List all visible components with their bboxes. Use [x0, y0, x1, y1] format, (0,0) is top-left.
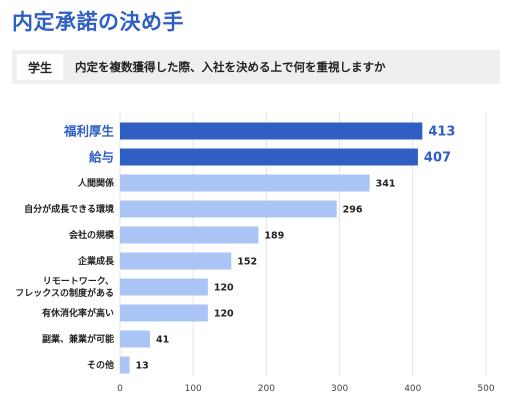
- value-label: 189: [264, 230, 284, 241]
- bar: [120, 226, 259, 244]
- x-tick-label: 500: [477, 384, 494, 394]
- category-label: リモートワーク、フレックスの制度がある: [15, 276, 114, 299]
- value-label: 341: [376, 178, 396, 189]
- bar: [120, 304, 208, 322]
- x-tick-label: 0: [117, 384, 123, 394]
- value-label: 41: [156, 334, 169, 345]
- bar-chart: 0 100 200 300 400 500 福利厚生 413 給与 407 人間関係 341 自分が成長…: [15, 112, 495, 394]
- value-label: 120: [214, 282, 234, 293]
- question-text: 内定を複数獲得した際、入社を決める上で何を重視しますか: [75, 60, 386, 74]
- value-label: 152: [237, 256, 257, 267]
- category-label: 自分が成長できる環境: [24, 203, 114, 215]
- page-title: 内定承諾の決め手: [12, 10, 184, 34]
- x-tick-label: 300: [331, 384, 348, 394]
- bar: [120, 200, 337, 218]
- value-label: 407: [424, 151, 451, 166]
- bar: [120, 278, 208, 296]
- bar: [120, 252, 232, 270]
- x-tick-label: 100: [185, 384, 202, 394]
- category-label: 給与: [89, 150, 114, 165]
- category-label: 福利厚生: [63, 124, 115, 139]
- x-tick-label: 400: [404, 384, 421, 394]
- value-label: 13: [136, 360, 149, 371]
- category-label: 人間関係: [77, 177, 114, 189]
- bar: [120, 122, 423, 140]
- bar: [120, 148, 418, 166]
- value-label: 120: [214, 308, 234, 319]
- bar: [120, 174, 370, 192]
- category-label: 会社の規模: [69, 229, 115, 241]
- x-tick-label: 200: [258, 384, 275, 394]
- question-tag: 学生: [17, 54, 63, 80]
- value-label: 296: [343, 204, 363, 215]
- bar: [120, 330, 151, 348]
- bar: [120, 356, 130, 374]
- category-label: その他: [87, 359, 114, 371]
- category-label: 有休消化率が高い: [42, 307, 114, 319]
- category-label: 副業、兼業が可能: [42, 333, 114, 345]
- question-box: 学生 内定を複数獲得した際、入社を決める上で何を重視しますか: [12, 50, 500, 84]
- value-label: 413: [428, 125, 455, 140]
- category-label: 企業成長: [77, 255, 115, 267]
